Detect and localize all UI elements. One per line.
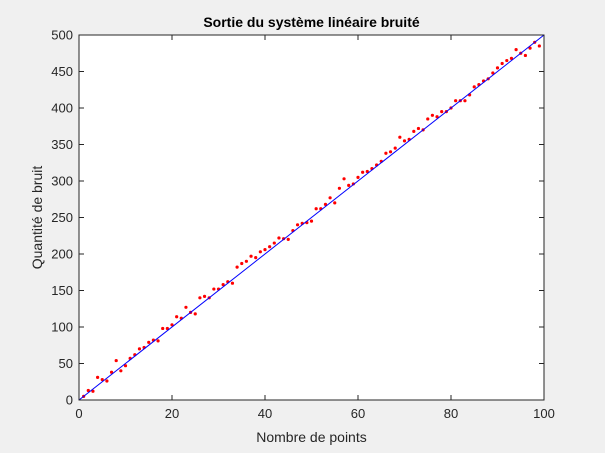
data-point [491,71,495,75]
data-point [472,85,476,89]
x-tick-label: 100 [533,406,555,421]
y-tick-label: 350 [51,137,73,152]
data-point [314,207,318,211]
data-point [388,150,393,154]
x-tick-label: 20 [165,406,179,421]
data-point [286,237,290,241]
y-tick-label: 50 [59,356,73,371]
data-point [249,254,253,258]
data-point [416,126,421,131]
data-point [523,53,528,58]
data-point [426,117,430,121]
data-point [277,236,281,240]
data-point [440,110,444,114]
data-point [114,358,118,363]
chart-title: Sortie du système linéaire bruité [203,14,420,30]
y-tick-label: 400 [51,101,73,116]
data-point [147,340,151,344]
data-point [333,201,337,205]
data-point [202,294,207,298]
y-tick-label: 450 [51,64,73,79]
data-point [165,326,169,331]
data-point [295,223,300,227]
data-point [86,388,90,393]
data-point [137,347,142,351]
data-point [175,315,179,319]
y-tick-label: 300 [51,174,73,189]
data-point [193,312,197,316]
y-tick-label: 250 [51,210,73,225]
data-point [402,139,407,143]
data-point [509,56,514,60]
data-point [272,241,276,245]
data-point [100,377,104,382]
data-point [258,250,262,254]
data-point [384,151,388,155]
axes-layer: 0 20 40 60 80 100 0 50 100 150 200 250 300 350 400 450 5… [51,28,555,422]
data-point [365,169,369,174]
data-point [505,58,509,63]
x-tick-label: 60 [351,406,365,421]
data-point [221,283,225,287]
data-point [170,323,174,327]
data-point [235,265,239,269]
data-point [495,66,500,70]
data-point [119,369,123,373]
data-point [528,46,532,50]
x-tick-label: 80 [444,406,458,421]
data-point [105,379,109,383]
data-point [347,183,351,187]
data-point [96,375,100,379]
y-tick-label: 200 [51,247,73,262]
y-tick-label: 0 [66,393,73,408]
data-point [435,115,439,119]
data-point [123,364,128,368]
data-point [430,113,434,117]
data-point [393,146,397,150]
y-tick-label: 500 [51,28,73,43]
data-point [254,256,258,260]
data-point [156,339,160,343]
data-point [268,245,272,249]
data-point [463,99,467,103]
data-point [342,177,346,181]
data-point [109,370,114,374]
data-point [361,170,365,174]
data-point [230,281,235,285]
data-point [184,305,188,309]
data-point [161,326,165,331]
data-point [500,61,504,66]
y-tick-label: 100 [51,320,73,335]
data-point [514,48,518,52]
data-point [244,259,248,263]
data-point [198,296,202,300]
y-axis-label: Quantité de bruit [29,166,45,270]
data-point [91,389,95,393]
data-point [454,99,458,103]
data-point [328,196,332,200]
data-point [212,287,216,291]
y-tick-label: 150 [51,283,73,298]
data-point [323,202,328,206]
data-layer [78,34,545,401]
x-tick-label: 40 [258,406,272,421]
x-tick-label: 0 [75,406,82,421]
data-point [356,175,360,179]
fit-line [78,34,545,401]
data-point [240,261,244,266]
x-axis-label: Nombre de points [256,429,367,445]
data-point [412,129,416,133]
data-point [337,186,341,190]
data-point [309,219,314,223]
data-point [263,248,267,252]
data-point [398,135,402,139]
data-point [537,44,541,48]
